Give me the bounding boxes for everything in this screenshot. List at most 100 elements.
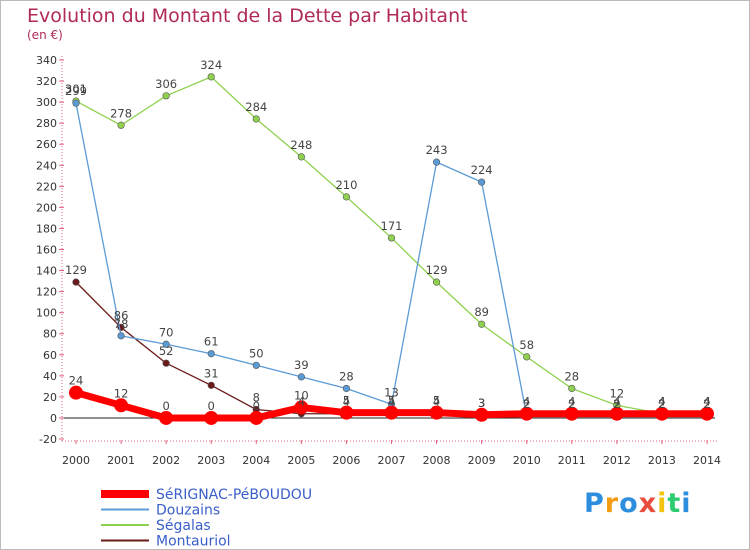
data-point <box>478 178 486 186</box>
data-point <box>432 158 441 166</box>
data-label: 86 <box>114 308 129 322</box>
y-tick-label: 200 <box>36 201 57 214</box>
data-label: 2 <box>613 397 620 411</box>
data-label: 2 <box>658 397 665 411</box>
data-point <box>207 350 215 358</box>
data-label: 70 <box>159 325 174 339</box>
data-label: 61 <box>204 335 219 349</box>
data-label: 284 <box>245 100 267 114</box>
data-point <box>252 115 260 123</box>
chart-title: Evolution du Montant de la Dette par Hab… <box>27 5 468 27</box>
y-tick-label: -20 <box>39 433 57 446</box>
data-point <box>294 400 309 415</box>
data-label: 0 <box>162 399 169 413</box>
data-point <box>654 406 669 421</box>
data-label: 2 <box>568 397 575 411</box>
data-label: 3 <box>478 396 485 410</box>
data-point <box>297 373 305 381</box>
data-label: 78 <box>114 317 129 331</box>
y-tick-label: 220 <box>36 180 57 193</box>
y-tick-label: 260 <box>36 138 57 151</box>
x-tick-label: 2004 <box>242 454 270 467</box>
series-line <box>75 103 707 417</box>
data-label: 248 <box>290 138 312 152</box>
x-tick-label: 2005 <box>287 454 315 467</box>
data-point <box>159 410 174 425</box>
data-point <box>342 384 351 393</box>
data-point <box>204 410 219 425</box>
data-point <box>249 410 264 425</box>
data-label: 24 <box>69 374 84 388</box>
proxiti-logo: Proxiti <box>584 488 692 519</box>
legend-label: Ségalas <box>156 518 211 534</box>
data-point <box>114 398 129 413</box>
data-point <box>384 405 399 420</box>
data-label: 2 <box>568 397 575 411</box>
data-point <box>700 406 714 421</box>
data-point <box>72 278 80 286</box>
legend: SéRIGNAC-PéBOUDOUDouzainsSégalasMontauri… <box>101 487 312 549</box>
logo-letter: i <box>657 488 668 519</box>
data-label: 0 <box>208 399 215 413</box>
y-tick-label: 340 <box>36 54 57 67</box>
data-point <box>162 92 170 100</box>
x-tick-label: 2007 <box>378 454 406 467</box>
data-label: 4 <box>613 395 620 409</box>
data-label: 2 <box>523 397 530 411</box>
data-point <box>69 385 83 400</box>
x-tick-label: 2009 <box>468 454 496 467</box>
data-label: 2 <box>703 397 710 411</box>
y-tick-label: 300 <box>36 96 57 109</box>
data-label: 301 <box>65 82 87 96</box>
data-label: 299 <box>65 84 87 98</box>
logo-letter: t <box>667 488 682 519</box>
axes: -200204060801001201401601802002202402602… <box>36 54 721 467</box>
data-point <box>429 405 444 420</box>
data-label: 324 <box>200 58 222 72</box>
data-point <box>342 193 351 201</box>
y-tick-label: 60 <box>43 349 57 362</box>
data-label: 58 <box>519 338 534 352</box>
data-label: 5 <box>388 394 395 408</box>
data-label: 2 <box>613 397 620 411</box>
data-point <box>297 153 305 161</box>
y-tick-label: 0 <box>50 412 57 425</box>
data-label: 4 <box>388 395 395 409</box>
data-label: 31 <box>204 366 219 380</box>
data-label: 4 <box>298 395 305 409</box>
data-label: 4 <box>658 395 665 409</box>
data-label: 4 <box>433 395 440 409</box>
data-point <box>432 278 441 286</box>
y-tick-label: 280 <box>36 117 57 130</box>
data-point <box>387 234 396 242</box>
y-tick-label: 180 <box>36 222 57 235</box>
data-label: 224 <box>471 163 493 177</box>
data-point <box>252 361 260 369</box>
data-label: 89 <box>474 305 489 319</box>
data-label: 50 <box>249 346 264 360</box>
data-label: 171 <box>381 219 403 233</box>
logo-letter: o <box>619 488 639 519</box>
data-point <box>478 320 486 328</box>
y-tick-label: 320 <box>36 75 57 88</box>
data-point <box>609 406 624 421</box>
series-layer <box>69 73 714 425</box>
data-label: 5 <box>343 394 350 408</box>
x-tick-label: 2013 <box>648 454 676 467</box>
data-point <box>117 332 125 340</box>
x-tick-label: 2011 <box>558 454 586 467</box>
data-point <box>162 359 170 367</box>
y-tick-label: 80 <box>43 328 57 341</box>
x-tick-label: 2010 <box>513 454 541 467</box>
x-tick-label: 2000 <box>62 454 90 467</box>
data-label: 4 <box>703 395 710 409</box>
data-label: 2 <box>658 397 665 411</box>
data-label: 0 <box>253 399 260 413</box>
series-line <box>75 76 707 415</box>
data-label: 243 <box>426 143 448 157</box>
data-point <box>339 405 354 420</box>
data-label: 13 <box>384 385 399 399</box>
y-tick-label: 120 <box>36 286 57 299</box>
x-tick-label: 2006 <box>332 454 360 467</box>
